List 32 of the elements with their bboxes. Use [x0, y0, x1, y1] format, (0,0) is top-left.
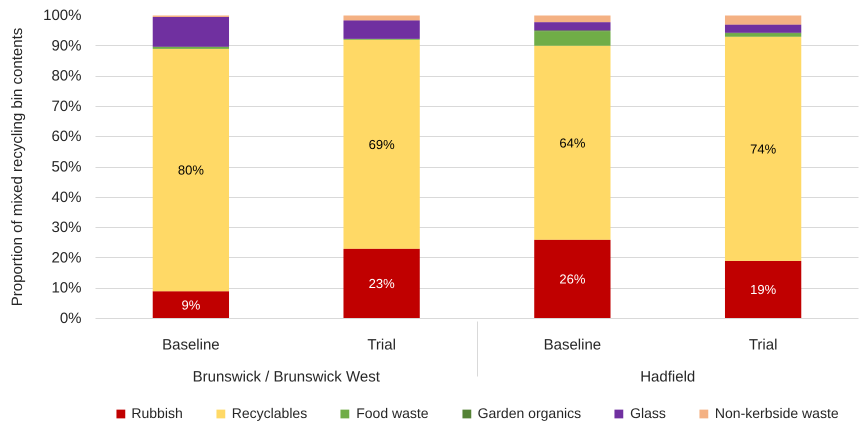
legend-label: Recyclables	[232, 405, 308, 421]
x-tick-label: Trial	[748, 336, 778, 354]
y-tick-label: 50%	[51, 158, 82, 176]
y-tick-label: 20%	[51, 249, 82, 266]
x-tick-label: Baseline	[162, 336, 220, 354]
data-label: 64%	[559, 135, 586, 150]
legend-label: Rubbish	[131, 405, 183, 421]
legend-label: Glass	[630, 405, 666, 421]
y-tick-label: 70%	[51, 98, 82, 115]
y-tick-label: 80%	[51, 68, 82, 85]
legend-label: Garden organics	[478, 405, 582, 421]
data-label: 9%	[181, 297, 201, 312]
y-tick-label: 60%	[51, 128, 82, 146]
y-tick-label: 30%	[51, 219, 82, 236]
y-tick-label: 10%	[51, 280, 82, 297]
legend-label: Non-kerbside waste	[714, 405, 839, 421]
x-tick-label: Trial	[367, 336, 396, 354]
y-tick-label: 40%	[51, 188, 82, 206]
legend-label: Food waste	[356, 405, 429, 421]
y-tick-label: 0%	[60, 310, 82, 327]
y-tick-label: 100%	[43, 7, 82, 24]
data-label: 80%	[178, 162, 204, 178]
data-label: 74%	[750, 141, 777, 156]
text: Brunswick / Brunswick West	[192, 368, 381, 386]
x-tick-label: Baseline	[544, 336, 602, 354]
y-axis-title: Proportion of mixed recycling bin contents	[9, 28, 26, 306]
text: Hadfield	[640, 368, 696, 386]
data-label: 19%	[750, 282, 777, 298]
y-tick-label: 90%	[51, 37, 82, 54]
data-label: 69%	[368, 136, 396, 152]
data-label: 26%	[559, 272, 586, 287]
data-label: 23%	[368, 276, 396, 292]
